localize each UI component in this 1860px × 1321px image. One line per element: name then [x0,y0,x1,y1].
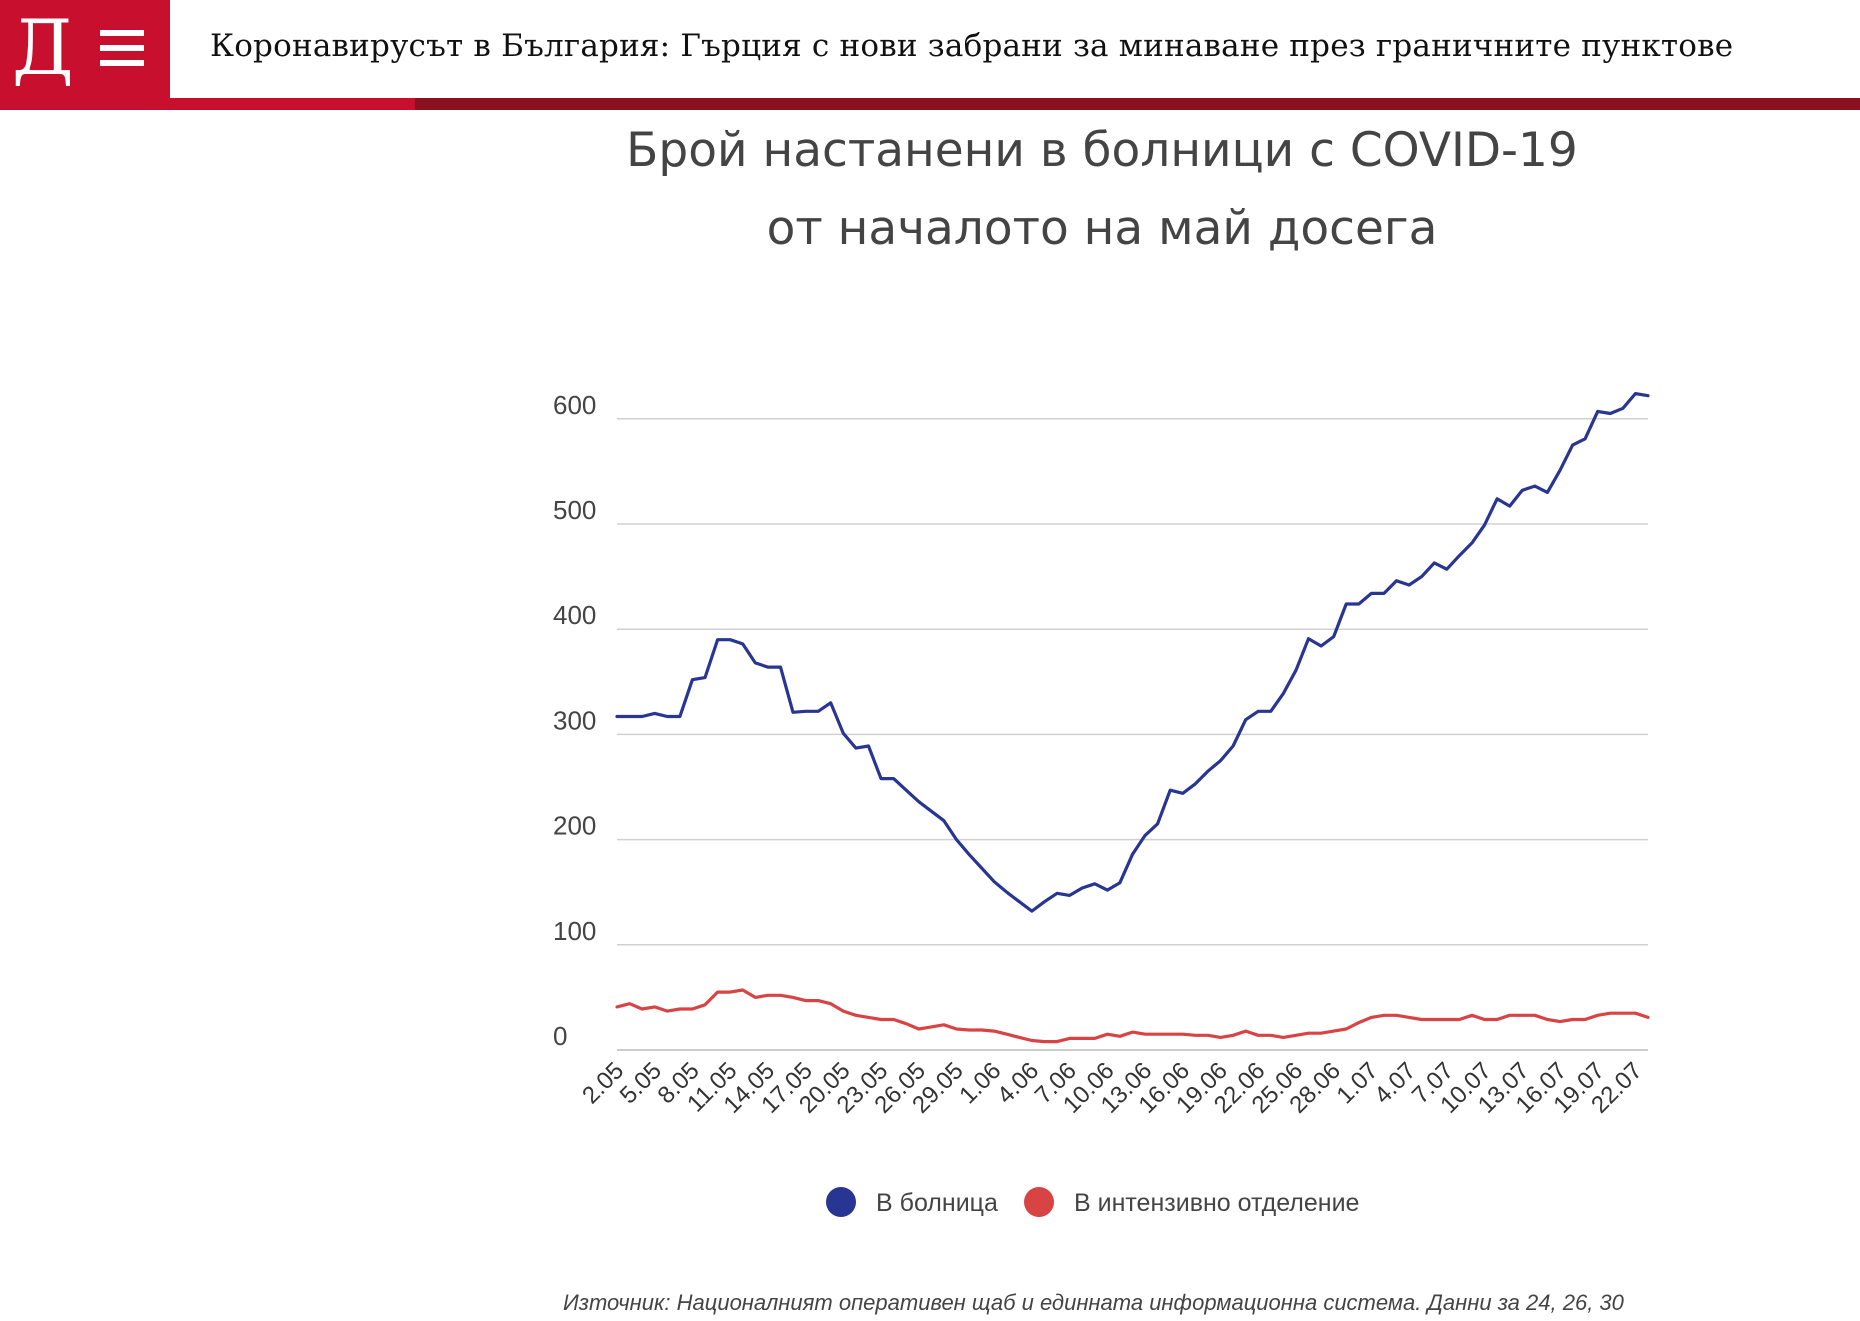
legend-marker-hospital[interactable] [826,1187,856,1217]
source-note: Източник: Националният оперативен щаб и … [563,1290,1624,1315]
y-tick-label: 0 [553,1021,567,1051]
logo-letter: Д [12,3,74,92]
y-tick-label: 200 [553,811,596,841]
legend: В болница В интензивно отделение [826,1187,1359,1217]
legend-label-icu[interactable]: В интензивно отделение [1074,1189,1359,1217]
y-axis-ticks: 0 100 200 300 400 500 600 [553,390,596,1051]
legend-label-hospital[interactable]: В болница [876,1189,998,1217]
chart-title: Брой настанени в болници с COVID-19 от н… [560,112,1644,268]
legend-marker-icu[interactable] [1024,1187,1054,1217]
series-line-icu [615,988,1650,1044]
header-divider [0,98,1860,110]
chart-title-line-2: от началото на май досега [766,201,1438,256]
article-headline[interactable]: Коронавирусът в България: Гърция с нови … [210,28,1734,64]
y-tick-label: 300 [553,705,596,735]
y-tick-label: 600 [553,390,596,420]
site-logo[interactable]: Д [0,0,170,98]
menu-icon[interactable] [100,30,144,66]
site-header: Д Коронавирусът в България: Гърция с нов… [0,0,1860,110]
y-tick-label: 400 [553,600,596,630]
header-divider-accent [0,98,415,110]
chart-title-line-1: Брой настанени в болници с COVID-19 [626,123,1578,178]
y-tick-label: 100 [553,916,596,946]
y-tick-label: 500 [553,495,596,525]
x-axis-ticks: 2.055.058.0511.0514.0517.0520.0523.0526.… [577,1057,1648,1119]
series-lines [615,392,1650,1044]
series-line-hospital [615,392,1650,913]
grid-lines [617,418,1648,1051]
